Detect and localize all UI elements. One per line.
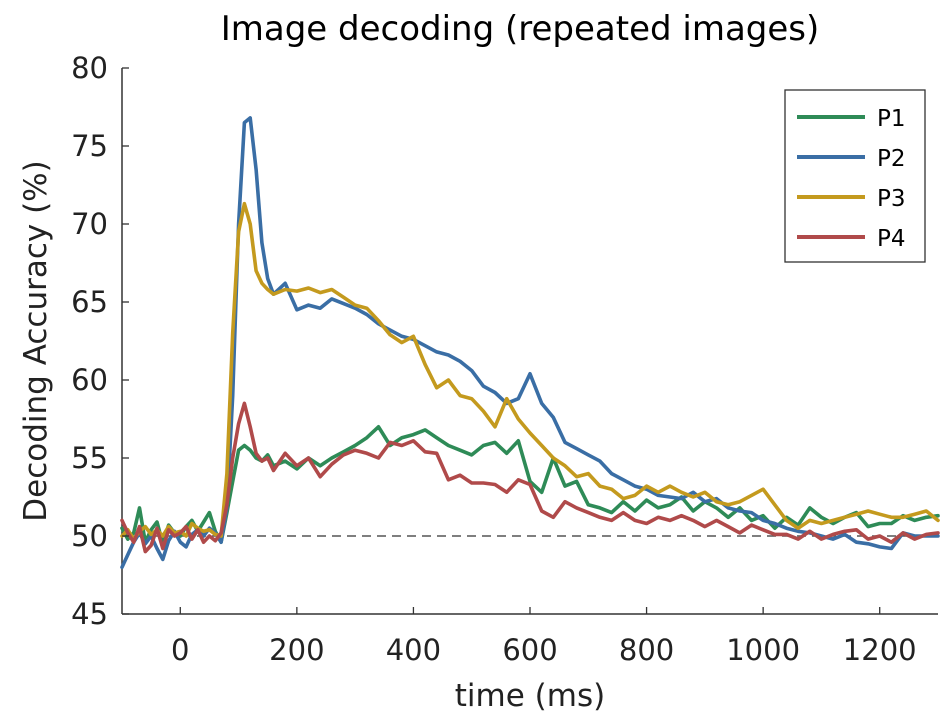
series-line-p2 <box>120 116 940 570</box>
legend-label-p2: P2 <box>877 146 906 172</box>
plot-area <box>120 68 940 615</box>
y-axis-label: Decoding Accuracy (%) <box>18 160 54 521</box>
x-tick-label: 800 <box>619 633 674 667</box>
legend: P1 P2 P3 P4 <box>784 89 926 263</box>
chart-title: Image decoding (repeated images) <box>221 9 820 49</box>
legend-label-p1: P1 <box>877 106 906 132</box>
x-tick-label: 200 <box>269 633 324 667</box>
legend-label-p3: P3 <box>877 186 906 212</box>
x-tick-label: 0 <box>171 633 189 667</box>
x-tick-label: 1200 <box>843 633 917 667</box>
y-tick-label: 45 <box>71 597 108 631</box>
x-tick-label: 400 <box>386 633 441 667</box>
y-tick-label: 65 <box>71 285 108 319</box>
y-tick-label: 50 <box>71 519 108 553</box>
series-line-p1 <box>120 424 940 546</box>
y-tick-label: 60 <box>71 363 108 397</box>
series-line-p4 <box>120 401 940 554</box>
y-tick-label: 80 <box>71 51 108 85</box>
series-line-p3 <box>120 201 940 541</box>
y-tick-label: 55 <box>71 441 108 475</box>
legend-label-p4: P4 <box>877 226 906 252</box>
x-tick-label: 600 <box>502 633 557 667</box>
x-tick-label: 1000 <box>726 633 800 667</box>
y-tick-label: 70 <box>71 207 108 241</box>
x-axis-label: time (ms) <box>455 678 605 714</box>
y-tick-label: 75 <box>71 129 108 163</box>
